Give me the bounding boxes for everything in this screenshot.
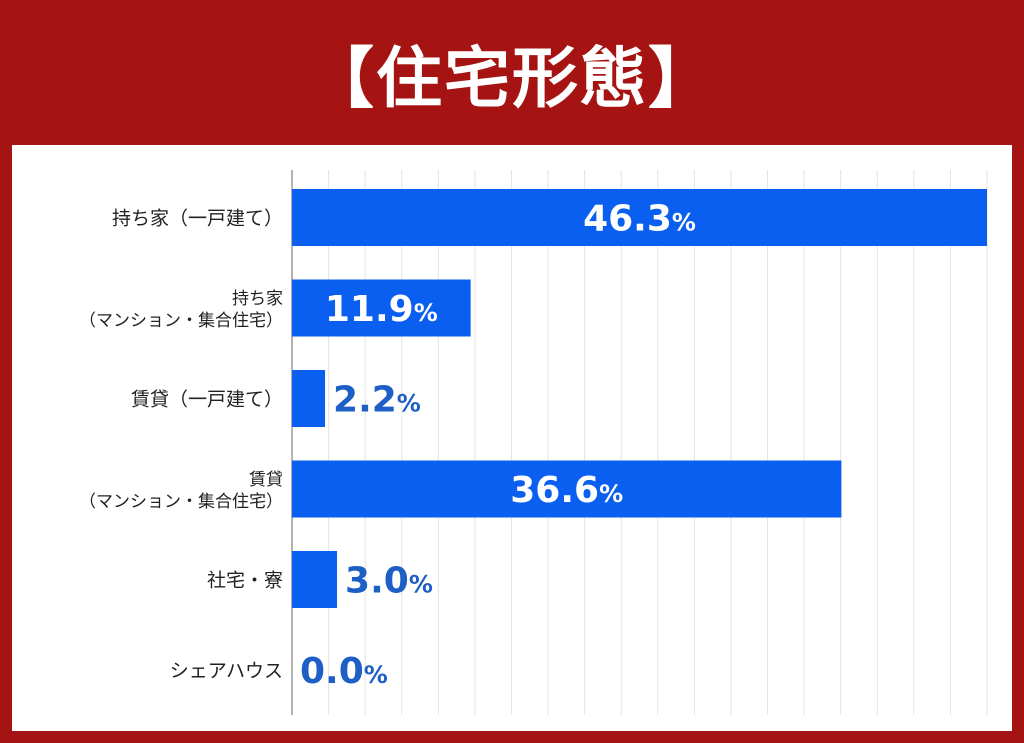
bar [292, 551, 338, 608]
category-label: （マンション・集合住宅） [79, 311, 283, 331]
category-label: 社宅・寮 [207, 570, 283, 592]
category-label: シェアハウス [170, 660, 283, 682]
value-labels: 46.3% 11.9% 2.2% 36.6% 3.0% 0.0% [300, 199, 696, 693]
value-label: 11.9% [325, 289, 438, 330]
bar [292, 279, 471, 337]
category-label: （マンション・集合住宅） [79, 492, 283, 512]
category-label: 賃貸 [249, 470, 283, 490]
value-label: 46.3% [583, 199, 696, 240]
category-label: 持ち家（一戸建て） [112, 208, 283, 230]
value-label: 0.0% [300, 651, 388, 692]
value-label: 36.6% [510, 470, 623, 511]
category-labels: 持ち家（一戸建て）持ち家（マンション・集合住宅）賃貸（一戸建て）賃貸（マンション… [79, 208, 283, 683]
bar [292, 370, 326, 427]
category-label: 賃貸（一戸建て） [131, 389, 283, 411]
value-label: 2.2% [333, 380, 421, 421]
value-label: 3.0% [345, 561, 433, 602]
chart-title: 【住宅形態】 [308, 39, 716, 117]
bar [292, 460, 842, 518]
bar [292, 189, 987, 246]
category-label: 持ち家 [232, 289, 283, 309]
bars [292, 189, 987, 608]
gridlines [328, 170, 988, 715]
